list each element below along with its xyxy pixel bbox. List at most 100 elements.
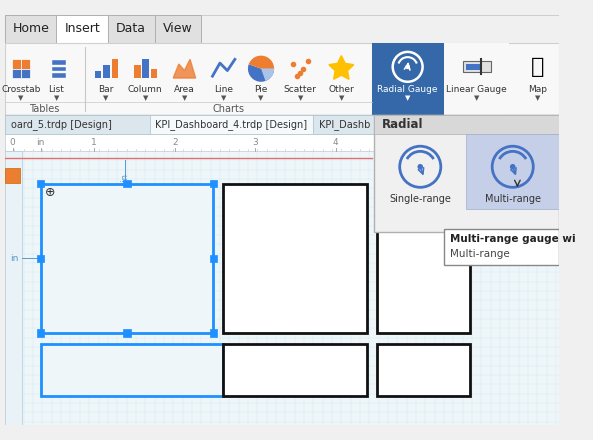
- Bar: [142, 59, 149, 78]
- Bar: [5, 15, 559, 43]
- Bar: [5, 115, 559, 134]
- Text: ▼: ▼: [18, 95, 24, 101]
- Bar: [21, 69, 30, 78]
- Bar: [12, 59, 21, 69]
- Text: ▼: ▼: [221, 95, 227, 101]
- Bar: [21, 59, 30, 69]
- Bar: [5, 151, 559, 425]
- Text: List: List: [49, 85, 65, 94]
- Bar: [223, 183, 368, 333]
- Text: 0.3in: 0.3in: [120, 173, 129, 194]
- Polygon shape: [329, 55, 354, 79]
- Bar: [210, 329, 217, 337]
- Text: Area: Area: [174, 85, 195, 94]
- Bar: [37, 180, 44, 187]
- Bar: [103, 65, 110, 78]
- Text: KPI_Dashb: KPI_Dashb: [319, 119, 370, 130]
- Bar: [5, 168, 20, 183]
- Text: Scatter: Scatter: [284, 85, 317, 94]
- Bar: [444, 43, 509, 115]
- Text: Insert: Insert: [64, 22, 100, 35]
- Bar: [5, 43, 559, 115]
- Text: in: in: [10, 254, 18, 263]
- Text: ▼: ▼: [339, 95, 344, 101]
- Text: Bar: Bar: [98, 85, 114, 94]
- Bar: [5, 15, 56, 43]
- Bar: [467, 134, 559, 209]
- Bar: [123, 180, 130, 187]
- Bar: [40, 344, 223, 396]
- Text: Tables: Tables: [29, 104, 59, 114]
- Bar: [56, 15, 108, 43]
- Bar: [463, 61, 491, 73]
- Text: ▼: ▼: [259, 95, 264, 101]
- Text: Multi-range: Multi-range: [449, 249, 509, 259]
- Circle shape: [393, 52, 423, 82]
- Bar: [151, 69, 157, 78]
- Text: Charts: Charts: [212, 104, 244, 114]
- Bar: [150, 115, 313, 134]
- Polygon shape: [173, 59, 196, 78]
- Text: ▼: ▼: [474, 95, 480, 101]
- Wedge shape: [261, 69, 274, 81]
- Bar: [37, 255, 44, 262]
- Text: Other: Other: [329, 85, 354, 94]
- Bar: [377, 344, 470, 396]
- Wedge shape: [248, 64, 274, 82]
- Text: Map: Map: [528, 85, 547, 94]
- Bar: [313, 115, 407, 134]
- Bar: [108, 15, 155, 43]
- Circle shape: [417, 164, 423, 169]
- Text: Crosstab: Crosstab: [1, 85, 41, 94]
- Text: Radial Gauge: Radial Gauge: [377, 85, 438, 94]
- Text: Home: Home: [12, 22, 49, 35]
- Bar: [210, 255, 217, 262]
- Text: ▼: ▼: [181, 95, 187, 101]
- Text: 1: 1: [91, 138, 97, 147]
- Text: Pie: Pie: [254, 85, 267, 94]
- Bar: [52, 67, 66, 71]
- Text: Multi-range: Multi-range: [484, 194, 541, 205]
- Text: Single-range: Single-range: [390, 194, 451, 205]
- Text: 2: 2: [173, 138, 178, 147]
- Bar: [111, 59, 118, 78]
- Bar: [372, 43, 444, 115]
- Text: Data: Data: [116, 22, 146, 35]
- Text: 3: 3: [253, 138, 259, 147]
- Bar: [5, 134, 559, 151]
- Bar: [374, 115, 559, 134]
- Bar: [37, 329, 44, 337]
- Circle shape: [492, 146, 533, 187]
- Bar: [155, 15, 201, 43]
- Bar: [466, 64, 480, 70]
- Text: ▼: ▼: [535, 95, 540, 101]
- Text: Radial: Radial: [381, 118, 423, 131]
- Text: ▼: ▼: [103, 95, 109, 101]
- Bar: [377, 183, 470, 333]
- Text: ▼: ▼: [298, 95, 303, 101]
- Bar: [52, 60, 66, 65]
- Bar: [210, 180, 217, 187]
- Bar: [134, 65, 141, 78]
- Text: KPI_Dashboard_4.trdp [Design]: KPI_Dashboard_4.trdp [Design]: [155, 119, 308, 130]
- Bar: [95, 70, 101, 78]
- Bar: [5, 115, 150, 134]
- Text: Multi-range gauge wi: Multi-range gauge wi: [449, 234, 575, 244]
- Bar: [40, 183, 213, 333]
- Bar: [123, 329, 130, 337]
- Text: View: View: [163, 22, 193, 35]
- Text: 🌐: 🌐: [531, 57, 544, 77]
- Wedge shape: [248, 55, 274, 69]
- Text: 0: 0: [9, 138, 15, 147]
- Text: Column: Column: [128, 85, 162, 94]
- Text: 4: 4: [333, 138, 339, 147]
- Bar: [5, 151, 22, 425]
- Text: Linear Gauge: Linear Gauge: [447, 85, 507, 94]
- Text: ⊕: ⊕: [44, 187, 55, 199]
- Text: oard_5.trdp [Design]: oard_5.trdp [Design]: [11, 119, 111, 130]
- Bar: [12, 69, 21, 78]
- Text: ▼: ▼: [142, 95, 148, 101]
- Circle shape: [405, 65, 410, 69]
- Text: in: in: [36, 138, 45, 147]
- Bar: [374, 115, 559, 232]
